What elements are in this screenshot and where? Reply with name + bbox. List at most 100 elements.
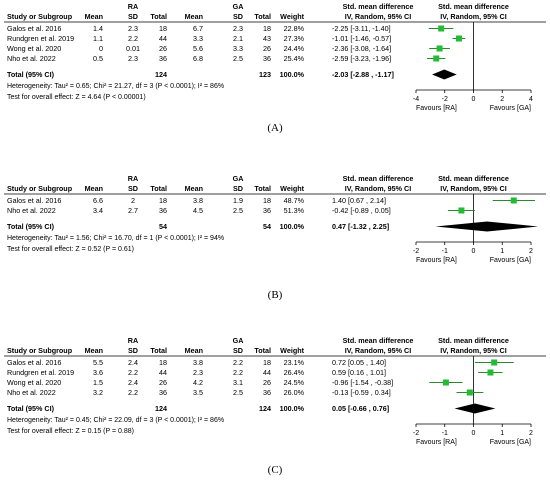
col-header-mean-ga: Mean <box>185 346 203 355</box>
sd-ra: 2 <box>131 196 135 205</box>
pooled-effect-diamond <box>435 221 539 232</box>
total-n-ga: 54 <box>263 222 271 231</box>
plot-effect-title: Std. mean difference <box>438 336 509 345</box>
effect-ci-text: -0.13 [-0.59 , 0.34] <box>332 388 391 397</box>
sd-ga: 2.2 <box>233 358 243 367</box>
mean-ra: 3.6 <box>93 368 103 377</box>
mean-ga: 2.3 <box>193 368 203 377</box>
total-ga: 26 <box>263 378 271 387</box>
total-ra: 18 <box>159 24 167 33</box>
total-n-ra: 54 <box>159 222 167 231</box>
total-ga: 44 <box>263 368 271 377</box>
effect-title: Std. mean difference <box>343 336 414 345</box>
col-header-study: Study or Subgroup <box>7 346 73 355</box>
effect-marker <box>466 389 473 396</box>
heterogeneity-text: Heterogeneity: Tau² = 1.56; Chi² = 16.70… <box>7 235 224 242</box>
x-tick-label: -1 <box>442 430 448 437</box>
col-header-weight: Weight <box>280 346 304 355</box>
sd-ga: 1.9 <box>233 196 243 205</box>
col-header-method: IV, Random, 95% CI <box>345 346 411 355</box>
weight-value: 22.8% <box>284 24 305 33</box>
weight-value: 23.1% <box>284 358 305 367</box>
sd-ga: 2.3 <box>233 24 243 33</box>
x-tick-label: 2 <box>529 430 533 437</box>
x-tick-label: -2 <box>442 96 448 103</box>
mean-ra: 6.6 <box>93 196 103 205</box>
weight-value: 48.7% <box>284 196 305 205</box>
col-header-method: IV, Random, 95% CI <box>345 12 411 21</box>
total-ga: 26 <box>263 44 271 53</box>
weight-value: 24.5% <box>284 378 305 387</box>
sd-ra: 2.2 <box>128 34 138 43</box>
study-name: Nho et al. 2022 <box>7 206 56 215</box>
col-header-sd-ra: SD <box>128 346 138 355</box>
plot-header-method: IV, Random, 95% CI <box>440 12 506 21</box>
total-ci-text: -2.03 [-2.88 , -1.17] <box>332 70 394 79</box>
study-name: Rundgren et al. 2019 <box>7 34 74 43</box>
col-header-sd-ga: SD <box>233 12 243 21</box>
group-label-ra: RA <box>128 336 138 345</box>
panel-caption-a: (A) <box>267 122 283 134</box>
col-header-study: Study or Subgroup <box>7 184 73 193</box>
effect-ci-text: -2.25 [-3.11, -1.40] <box>332 24 391 33</box>
col-header-weight: Weight <box>280 12 304 21</box>
total-n-ga: 123 <box>259 70 271 79</box>
col-header-mean-ra: Mean <box>85 12 103 21</box>
mean-ra: 0.5 <box>93 54 103 63</box>
study-name: Galos et al. 2016 <box>7 358 61 367</box>
total-ra: 36 <box>159 54 167 63</box>
weight-value: 25.4% <box>284 54 305 63</box>
x-tick-label: 1 <box>500 430 504 437</box>
heterogeneity-text: Heterogeneity: Tau² = 0.65; Chi² = 21.27… <box>7 83 224 90</box>
total-ga: 36 <box>263 54 271 63</box>
favours-right-label: Favours [GA] <box>490 105 531 112</box>
total-label: Total (95% CI) <box>7 70 55 79</box>
study-name: Galos et al. 2016 <box>7 24 61 33</box>
col-header-sd-ra: SD <box>128 12 138 21</box>
x-tick-label: 0 <box>472 430 476 437</box>
sd-ga: 3.3 <box>233 44 243 53</box>
effect-title: Std. mean difference <box>343 2 414 11</box>
mean-ga: 3.3 <box>193 34 203 43</box>
total-weight: 100.0% <box>280 70 305 79</box>
effect-marker <box>438 25 445 32</box>
col-header-sd-ga: SD <box>233 184 243 193</box>
x-tick-label: -2 <box>413 430 419 437</box>
total-ga: 18 <box>263 358 271 367</box>
effect-marker <box>510 197 517 204</box>
x-tick-label: 2 <box>529 248 533 255</box>
col-header-total-ga: Total <box>254 12 271 21</box>
effect-marker <box>455 35 462 42</box>
col-header-sd-ra: SD <box>128 184 138 193</box>
forest-panel-c: RA GA Std. mean difference Std. mean differ… <box>4 336 546 446</box>
x-tick-label: -2 <box>413 248 419 255</box>
total-ra: 36 <box>159 388 167 397</box>
weight-value: 27.3% <box>284 34 305 43</box>
plot-effect-title: Std. mean difference <box>438 174 509 183</box>
x-tick-label: 2 <box>500 96 504 103</box>
total-ra: 26 <box>159 378 167 387</box>
col-header-mean-ra: Mean <box>85 346 103 355</box>
forest-panel-b: RA GA Std. mean difference Std. mean differ… <box>4 174 546 264</box>
total-ga: 18 <box>263 196 271 205</box>
group-label-ra: RA <box>128 174 138 183</box>
total-ga: 36 <box>263 388 271 397</box>
study-name: Galos et al. 2016 <box>7 196 61 205</box>
sd-ra: 2.7 <box>128 206 138 215</box>
col-header-mean-ga: Mean <box>185 184 203 193</box>
mean-ra: 3.2 <box>93 388 103 397</box>
heterogeneity-text: Heterogeneity: Tau² = 0.45; Chi² = 22.09… <box>7 417 224 424</box>
study-name: Wong et al. 2020 <box>7 44 61 53</box>
total-n-ra: 124 <box>155 404 167 413</box>
weight-value: 51.3% <box>284 206 305 215</box>
mean-ga: 4.5 <box>193 206 203 215</box>
sd-ra: 2.3 <box>128 24 138 33</box>
weight-value: 26.0% <box>284 388 305 397</box>
effect-marker <box>436 45 443 52</box>
study-name: Nho et al. 2022 <box>7 54 56 63</box>
mean-ga: 3.5 <box>193 388 203 397</box>
panel-caption-b: (B) <box>267 289 283 301</box>
study-name: Wong et al. 2020 <box>7 378 61 387</box>
overall-effect-text: Test for overall effect: Z = 0.52 (P = 0… <box>7 246 134 253</box>
